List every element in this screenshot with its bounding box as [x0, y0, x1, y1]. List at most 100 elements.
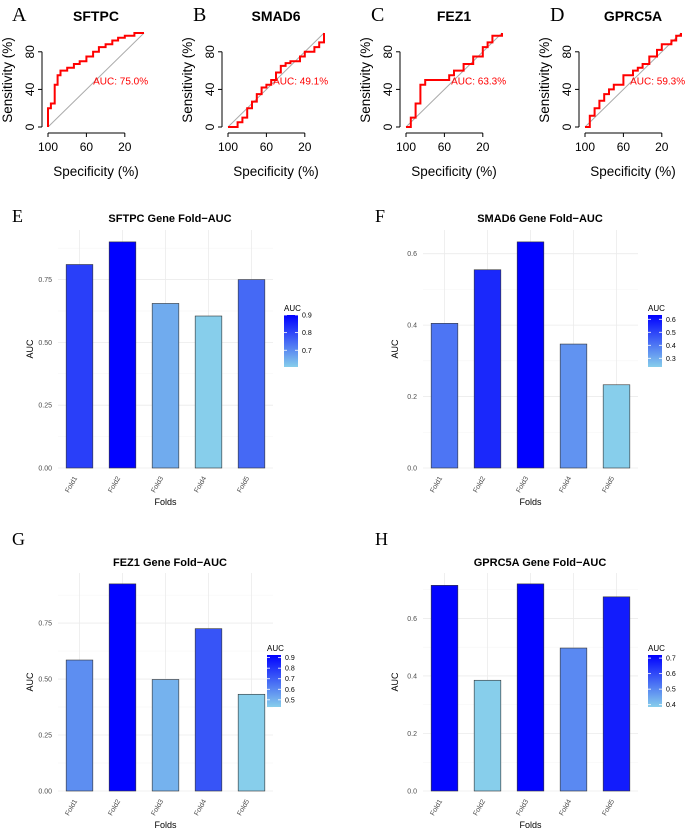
x-tick-label: 100: [38, 140, 58, 154]
x-tick-label: Fold1: [429, 475, 444, 494]
bar-fold5: [602, 384, 631, 469]
y-tick-label: 0.25: [38, 403, 52, 410]
x-tick-label: Fold2: [472, 475, 487, 494]
bar-fold5: [602, 596, 631, 792]
x-tick-label: Fold5: [601, 475, 616, 494]
y-tick-label: 0: [381, 123, 395, 130]
bar-fold2: [108, 583, 137, 792]
y-tick-label: 0.75: [38, 277, 52, 284]
y-tick-label: 0.2: [407, 731, 417, 738]
x-tick-label: 60: [617, 140, 631, 154]
bar-panel-f: F SMAD6 Gene Fold−AUC 0.0 0.2 0.4 0.6 Fold1 Fol…: [375, 206, 676, 507]
y-axis-label: AUC: [25, 672, 35, 692]
roc-panel-b: B SMAD6 100 60 20 0 40 80 Specificity (%) Sensiti…: [180, 4, 328, 179]
bar-chart-title: SFTPC Gene Fold−AUC: [108, 213, 231, 225]
panel-letter: E: [12, 206, 23, 226]
bar-fold1: [65, 264, 94, 469]
panel-letter: C: [371, 4, 384, 26]
x-tick-label: 60: [260, 140, 274, 154]
bar-fold3: [516, 583, 545, 792]
bar-fold4: [559, 647, 588, 792]
bar-fold3: [151, 679, 180, 792]
legend-tick-label: 0.6: [666, 671, 676, 678]
x-tick-label: Fold3: [150, 798, 165, 817]
roc-panel-d: D GPRC5A 100 60 20 0 40 80 Specificity (%) Sensit…: [537, 4, 685, 179]
bar-chart-title: GPRC5A Gene Fold−AUC: [474, 557, 607, 569]
y-tick-label: 0: [23, 123, 37, 130]
y-tick-label: 80: [381, 45, 395, 59]
y-tick-label: 80: [23, 45, 37, 59]
bar-fold5: [237, 279, 266, 469]
y-tick-label: 0.2: [407, 394, 417, 401]
x-tick-label: 20: [655, 140, 669, 154]
x-tick-label: 100: [218, 140, 238, 154]
legend-tick-label: 0.7: [302, 348, 312, 355]
y-axis-label: Sensitivity (%): [537, 37, 552, 123]
y-tick-label: 0.75: [38, 621, 52, 628]
roc-curve-line: [406, 33, 503, 128]
legend: AUC 0.7 0.8 0.9: [284, 304, 312, 367]
auc-label: AUC: 49.1%: [273, 77, 328, 88]
legend-title: AUC: [648, 644, 665, 653]
y-tick-label: 80: [203, 45, 217, 59]
legend-tick-label: 0.3: [666, 356, 676, 363]
legend-tick-label: 0.4: [666, 343, 676, 350]
y-tick-label: 0.50: [38, 340, 52, 347]
x-axis-label: Specificity (%): [590, 164, 676, 179]
legend-tick-label: 0.9: [285, 655, 295, 662]
legend-tick-label: 0.5: [666, 330, 676, 337]
legend-tick-label: 0.6: [666, 317, 676, 324]
y-axis-label: AUC: [390, 672, 400, 692]
bar-fold4: [559, 343, 588, 469]
y-axis-label: Sensitivity (%): [358, 37, 373, 123]
legend-colorbar: [648, 655, 662, 707]
legend-tick-label: 0.8: [302, 330, 312, 337]
x-tick-label: Fold3: [150, 475, 165, 494]
y-tick-label: 0.0: [407, 466, 417, 473]
legend-title: AUC: [267, 644, 284, 653]
x-tick-label: Fold4: [193, 475, 208, 494]
panel-letter: D: [550, 4, 564, 26]
legend-tick-label: 0.7: [666, 656, 676, 663]
x-tick-label: 60: [438, 140, 452, 154]
roc-panel-a: A SFTPC 100 60 20 0 40 80 Specificity (%) Sensiti…: [0, 4, 148, 179]
diagonal-reference-line: [584, 32, 682, 128]
x-tick-label: Fold4: [193, 798, 208, 817]
x-tick-label: 20: [118, 140, 132, 154]
x-tick-label: Fold3: [515, 475, 530, 494]
legend-tick-label: 0.6: [285, 687, 295, 694]
roc-title: FEZ1: [437, 8, 471, 24]
x-tick-label: 100: [575, 140, 595, 154]
legend-tick-label: 0.9: [302, 313, 312, 320]
bar-fold1: [65, 659, 94, 792]
x-tick-label: 60: [80, 140, 94, 154]
legend-colorbar: [267, 655, 281, 707]
bar-fold2: [108, 241, 137, 469]
x-axis-label: Specificity (%): [233, 164, 319, 179]
x-axis-label: Specificity (%): [53, 164, 139, 179]
legend: AUC 0.5 0.6 0.7 0.8 0.9: [267, 644, 295, 707]
x-tick-label: Fold5: [601, 798, 616, 817]
y-axis-label: AUC: [390, 339, 400, 359]
y-tick-label: 0: [560, 123, 574, 130]
x-tick-label: 20: [298, 140, 312, 154]
bar-fold3: [151, 303, 180, 469]
bar-panel-g: G FEZ1 Gene Fold−AUC 0.00 0.25 0.50 0.75 Fold1…: [12, 529, 295, 830]
y-tick-label: 0.00: [38, 789, 52, 796]
legend: AUC 0.4 0.5 0.6 0.7: [648, 644, 676, 709]
bar-panel-h: H GPRC5A Gene Fold−AUC 0.0 0.2 0.4 0.6 Fold1 Fo…: [375, 529, 676, 830]
panel-letter: F: [375, 206, 385, 226]
y-tick-label: 80: [560, 45, 574, 59]
x-tick-label: Fold2: [472, 798, 487, 817]
bar-panel-e: E SFTPC Gene Fold−AUC 0.00 0.25 0.50 0.75 Fold…: [12, 206, 312, 507]
x-axis-label: Folds: [519, 820, 542, 830]
legend-title: AUC: [648, 304, 665, 313]
bar-fold5: [237, 693, 266, 792]
x-tick-label: Fold5: [236, 798, 251, 817]
x-axis-label: Specificity (%): [411, 164, 497, 179]
x-axis-label: Folds: [154, 820, 177, 830]
x-axis-label: Folds: [519, 497, 542, 507]
legend-colorbar: [648, 315, 662, 367]
y-axis-label: AUC: [25, 339, 35, 359]
